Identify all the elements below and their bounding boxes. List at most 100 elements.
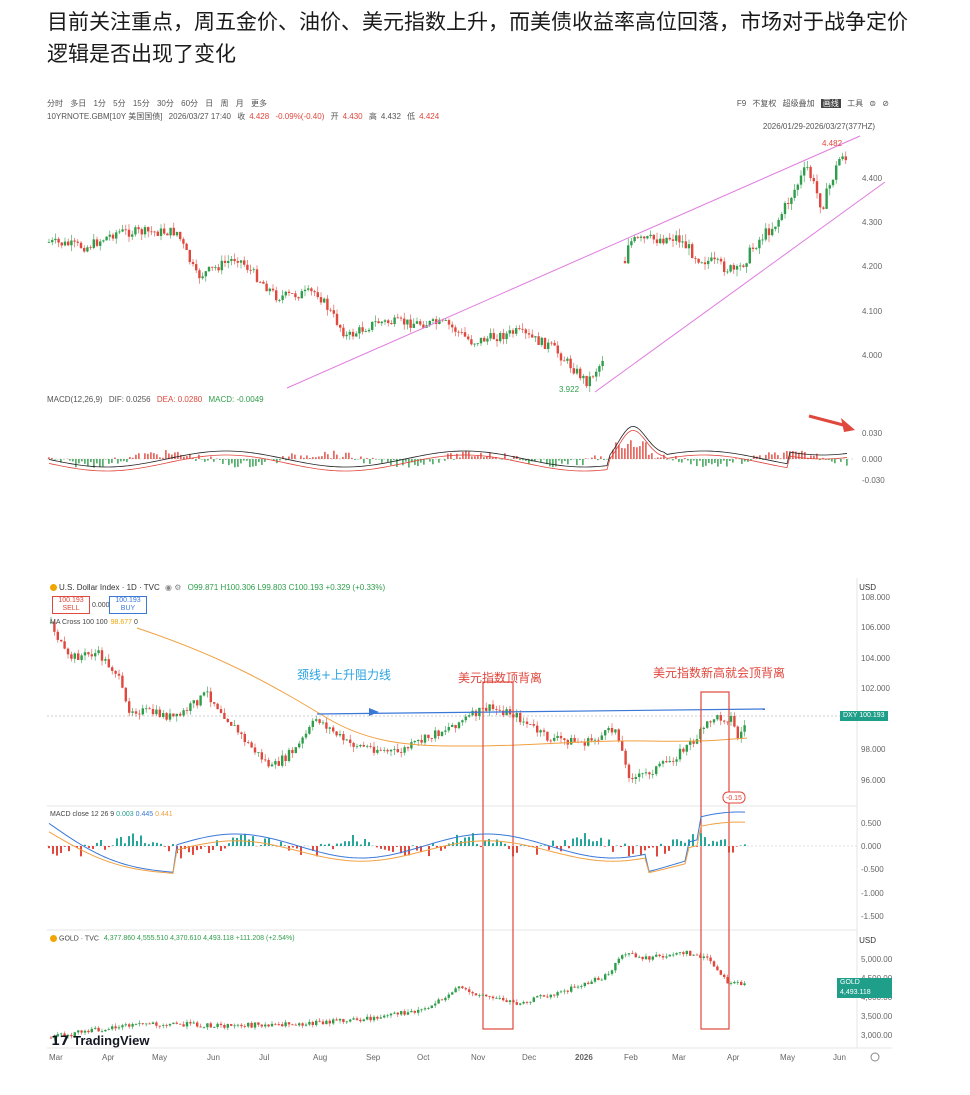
low-marker: 3.922: [559, 385, 580, 394]
buy-button[interactable]: 100.193 BUY: [109, 596, 147, 614]
macd-bar: [332, 846, 334, 850]
candle: [243, 733, 246, 743]
macd-bar: [354, 459, 356, 460]
settings-icon[interactable]: [870, 1052, 880, 1062]
candle: [546, 996, 549, 998]
macd-bar: [285, 459, 287, 461]
candle: [815, 181, 819, 194]
macd-bar: [162, 457, 164, 459]
period-tab[interactable]: 多日: [70, 99, 87, 108]
candle: [447, 320, 451, 325]
candle: [491, 996, 495, 999]
period-tab[interactable]: 5分: [113, 99, 126, 108]
period-tab[interactable]: 周: [220, 99, 229, 108]
candle: [223, 712, 226, 719]
candle: [569, 358, 572, 369]
macd-bar: [342, 456, 344, 459]
macd-bar: [405, 459, 407, 462]
candle: [471, 992, 474, 994]
candle: [202, 692, 206, 696]
candle: [298, 1023, 301, 1026]
macd-bar: [236, 837, 238, 846]
tool-button[interactable]: 超级叠加: [782, 99, 815, 108]
candle: [672, 760, 675, 762]
gold-currency-label: USD: [859, 936, 876, 945]
candle: [67, 241, 70, 246]
tool-button[interactable]: F9: [736, 99, 747, 108]
period-tab[interactable]: 60分: [181, 99, 199, 108]
candle: [702, 956, 705, 958]
period-tab[interactable]: 30分: [156, 99, 174, 108]
candle: [250, 1022, 253, 1028]
candle: [311, 720, 314, 727]
period-tab[interactable]: 15分: [132, 99, 150, 108]
change-value: -0.09%(-0.40): [275, 112, 325, 121]
macd-bar: [660, 457, 662, 459]
candle: [374, 321, 377, 323]
sell-button[interactable]: 100.193 SELL: [52, 596, 90, 614]
candle: [597, 739, 600, 741]
macd-bar: [620, 846, 622, 848]
candle: [362, 1019, 365, 1022]
candle: [681, 241, 684, 243]
candle: [294, 1024, 297, 1026]
candle: [641, 956, 644, 960]
lower-trendline[interactable]: [594, 181, 886, 393]
macd-bar: [96, 459, 98, 464]
clear-icon[interactable]: ⊘: [882, 99, 889, 108]
candle: [646, 236, 649, 239]
macd-bar: [472, 833, 474, 846]
tool-button[interactable]: 工具: [847, 99, 864, 108]
candle: [51, 240, 54, 243]
macd-bar: [834, 459, 836, 464]
candle: [134, 1023, 138, 1025]
candle: [158, 1025, 161, 1027]
divergence-box-1[interactable]: [482, 681, 514, 1030]
macd-bar: [412, 845, 414, 846]
macd-bar: [294, 454, 296, 459]
period-tab[interactable]: 月: [235, 99, 244, 108]
alert-bubble[interactable]: [722, 791, 746, 804]
candle: [576, 986, 580, 988]
candle: [97, 650, 100, 654]
candle: [156, 231, 159, 236]
candle: [90, 1028, 93, 1033]
low-label: 低: [407, 112, 416, 121]
macd-bar: [660, 843, 662, 846]
gold-ohlc: 4,377.860 4,555.510 4,370.610 4,493.118 …: [103, 935, 295, 943]
settings-icon[interactable]: ⊜: [869, 99, 877, 108]
period-tab[interactable]: 分时: [47, 99, 63, 108]
candle: [572, 368, 575, 374]
tool-button[interactable]: 不复权: [752, 99, 777, 108]
candle: [169, 227, 172, 236]
candle: [806, 166, 809, 168]
period-tab[interactable]: 更多: [250, 99, 267, 108]
candle: [682, 952, 685, 955]
macd-bar: [447, 453, 449, 459]
candle: [105, 236, 108, 241]
candle: [617, 729, 620, 741]
candle: [318, 1020, 321, 1022]
tool-button-active[interactable]: 画线: [820, 99, 841, 108]
arrow-head-icon: [841, 418, 855, 432]
candle: [318, 719, 321, 723]
macd-bar: [564, 840, 566, 846]
macd-bar: [831, 459, 833, 462]
candle: [464, 716, 467, 721]
eye-icon[interactable]: ◉ ⚙: [165, 583, 182, 592]
candle: [227, 260, 230, 263]
candle: [553, 737, 556, 741]
divergence-box-2[interactable]: [700, 691, 730, 1030]
macd-bar: [460, 840, 462, 846]
neckline-resistance-line[interactable]: [316, 708, 766, 715]
macd-tick: -0.500: [861, 865, 884, 874]
dxy-symbol-icon: [50, 584, 57, 592]
macd-bar: [456, 453, 458, 459]
candle: [189, 703, 192, 711]
macd-bar: [414, 459, 416, 465]
macd-bar: [510, 459, 512, 460]
macd-bar: [750, 459, 752, 461]
upper-trendline[interactable]: [286, 135, 861, 389]
period-tab[interactable]: 1分: [93, 99, 106, 108]
period-tab[interactable]: 日: [205, 99, 214, 108]
